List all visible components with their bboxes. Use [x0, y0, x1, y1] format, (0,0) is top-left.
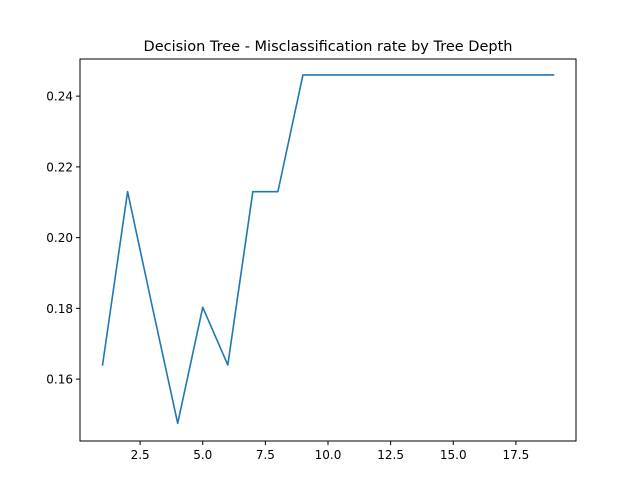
plot-area-frame	[79, 58, 577, 442]
x-tick-label: 15.0	[440, 448, 467, 462]
series-layer	[101, 74, 555, 425]
x-tick-label: 5.0	[193, 448, 212, 462]
chart-title: Decision Tree - Misclassification rate b…	[144, 39, 513, 55]
x-tick-label: 12.5	[377, 448, 404, 462]
y-axis-ticks: 0.16 0.18 0.20 0.22 0.24	[46, 90, 80, 387]
y-tick-label: 0.22	[46, 160, 73, 174]
x-tick-label: 10.0	[315, 448, 342, 462]
x-tick-label: 17.5	[503, 448, 530, 462]
series-line	[101, 74, 555, 425]
y-tick-label: 0.24	[46, 90, 73, 104]
x-tick-label: 7.5	[256, 448, 275, 462]
y-tick-label: 0.20	[46, 231, 73, 245]
x-axis-ticks: 2.5 5.0 7.5 10.0 12.5 15.0 17.5	[131, 441, 530, 462]
y-tick-label: 0.16	[46, 373, 73, 387]
y-tick-label: 0.18	[46, 302, 73, 316]
x-tick-label: 2.5	[131, 448, 150, 462]
